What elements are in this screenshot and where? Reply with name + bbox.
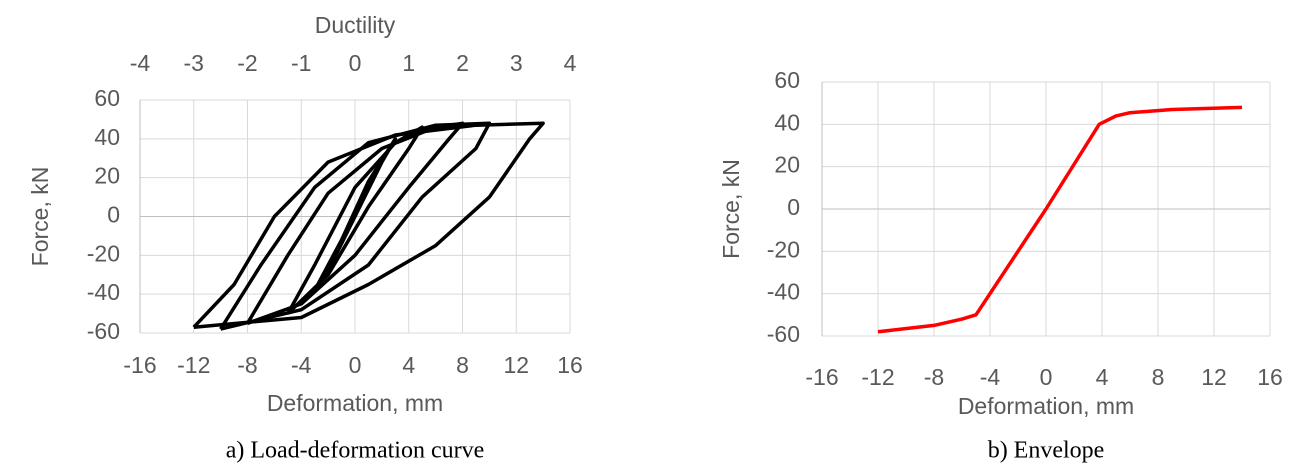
y-tick-label: -60: [87, 318, 120, 344]
x-axis-title: Deformation, mm: [958, 393, 1134, 419]
y-tick-label: -20: [87, 240, 120, 266]
x-tick-label: 4: [402, 352, 415, 378]
y-tick-label: -60: [767, 321, 800, 347]
x-tick-label: -8: [237, 352, 257, 378]
y-tick-label: 40: [774, 109, 800, 135]
y-axis-title: Force, kN: [718, 159, 744, 259]
x-axis-title: Deformation, mm: [267, 390, 443, 416]
x2-tick-label: -4: [130, 50, 151, 76]
x-tick-label: 12: [503, 352, 529, 378]
x2-tick-label: 3: [510, 50, 523, 76]
y-tick-label: -40: [767, 279, 800, 305]
x2-tick-label: -2: [237, 50, 257, 76]
x-tick-label: 8: [1152, 364, 1165, 390]
caption: b) Envelope: [988, 438, 1105, 464]
x-tick-label: -12: [861, 364, 894, 390]
x2-tick-label: -3: [184, 50, 204, 76]
x2-tick-label: -1: [291, 50, 311, 76]
x2-tick-label: 2: [456, 50, 469, 76]
x-tick-label: -16: [805, 364, 838, 390]
x-tick-label: 0: [349, 352, 362, 378]
x-tick-label: -4: [291, 352, 312, 378]
y-tick-label: 20: [94, 163, 120, 189]
y-tick-label: 0: [107, 202, 120, 228]
y-tick-label: 60: [774, 67, 800, 93]
data-line: [877, 105, 1243, 334]
y-tick-label: 40: [94, 124, 120, 150]
x-tick-label: -12: [177, 352, 210, 378]
x-tick-label: 4: [1096, 364, 1109, 390]
x-tick-label: 16: [1257, 364, 1283, 390]
x2-axis-title: Ductility: [315, 12, 396, 38]
y-tick-label: 0: [787, 194, 800, 220]
x2-tick-label: 0: [349, 50, 362, 76]
x-tick-label: -16: [123, 352, 156, 378]
data-line: [192, 121, 545, 329]
caption: a) Load-deformation curve: [226, 438, 485, 464]
y-tick-label: 60: [94, 85, 120, 111]
x2-tick-label: 4: [564, 50, 577, 76]
x-tick-label: 0: [1040, 364, 1053, 390]
y-tick-label: 20: [774, 152, 800, 178]
y-axis-title: Force, kN: [27, 167, 53, 267]
x-tick-label: -4: [980, 364, 1001, 390]
y-tick-label: -40: [87, 279, 120, 305]
x-tick-label: -8: [924, 364, 944, 390]
x-tick-label: 12: [1201, 364, 1227, 390]
x-tick-label: 8: [456, 352, 469, 378]
x-tick-label: 16: [557, 352, 583, 378]
y-tick-label: -20: [767, 236, 800, 262]
x2-tick-label: 1: [402, 50, 415, 76]
